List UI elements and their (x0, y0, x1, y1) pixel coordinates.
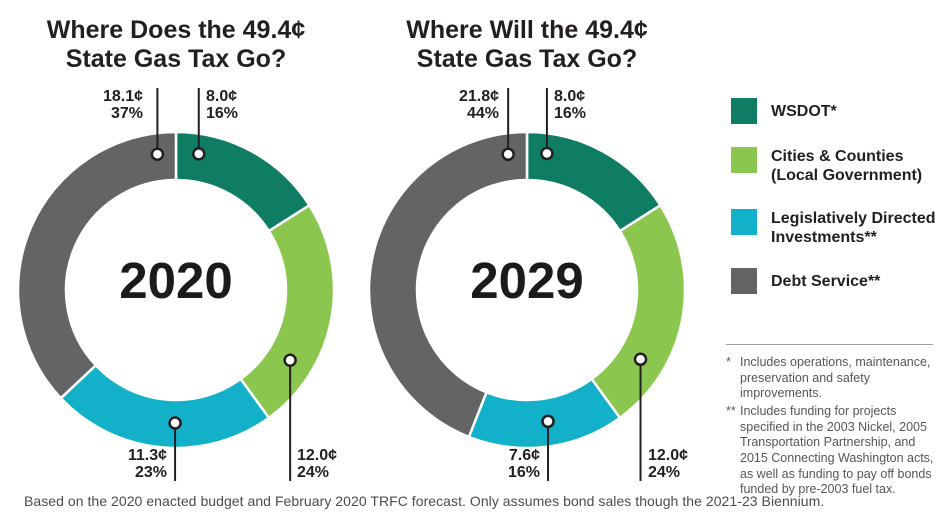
footnote-marker: ** (726, 404, 736, 418)
callout-label-2020-legislative: 11.3¢ 23% (80, 447, 167, 481)
donut-segment-wsdot-2020 (174, 130, 311, 233)
callout-dot-debt-service-2020 (150, 147, 165, 162)
legend-label-wsdot: WSDOT* (771, 103, 837, 120)
callout-dot-cities-counties-2029 (633, 352, 648, 367)
cents-value: 8.0¢ (554, 88, 586, 105)
footnote-text: Includes funding for projects specified … (740, 404, 934, 497)
footnote-text: Includes operations, maintenance, preser… (740, 355, 931, 401)
chart-title-2029-line1: Where Will the 49.4¢ (406, 16, 648, 44)
callout-dot-legislative-2029 (541, 414, 555, 429)
percent-value: 16% (206, 105, 239, 123)
chart-title-2020: Where Does the 49.4¢ State Gas Tax Go? (16, 16, 336, 73)
percent-value: 16% (507, 464, 540, 482)
cents-value: 8.0¢ (206, 88, 238, 105)
callout-label-2029-wsdot: 8.0¢ 16% (554, 88, 644, 122)
footnote-double-asterisk: ** Includes funding for projects specifi… (726, 404, 936, 498)
footnote-single-asterisk: * Includes operations, maintenance, pres… (726, 355, 936, 402)
donut-segment-cities-counties-2029 (590, 204, 687, 420)
legend-item-legislative: Legislatively Directed Investments** (731, 209, 936, 247)
legend-item-wsdot: WSDOT* (731, 98, 837, 124)
legend-swatch-cities-counties (731, 147, 757, 173)
chart-title-2029: Where Will the 49.4¢ State Gas Tax Go? (367, 16, 687, 73)
cents-value: 12.0¢ (297, 447, 338, 464)
footnote-divider (726, 344, 933, 345)
percent-value: 16% (554, 105, 587, 123)
footnote-marker: * (726, 355, 731, 369)
legend-swatch-legislative (731, 209, 757, 235)
legend-swatch-wsdot (731, 98, 757, 124)
legend-item-debt-service: Debt Service** (731, 268, 880, 294)
callout-label-2020-debt-service: 18.1¢ 37% (56, 88, 143, 122)
donut-segment-debt-service-2020 (16, 130, 178, 400)
callout-label-2029-cities-counties: 12.0¢ 24% (648, 447, 738, 481)
source-note: Based on the 2020 enacted budget and Feb… (24, 493, 825, 509)
legend-label-debt-service: Debt Service** (771, 273, 881, 290)
callout-label-2020-wsdot: 8.0¢ 16% (206, 88, 296, 122)
cents-value: 11.3¢ (127, 447, 167, 464)
cents-value: 21.8¢ (458, 88, 499, 105)
percent-value: 23% (134, 464, 167, 482)
legend-swatch-debt-service (731, 268, 757, 294)
callout-dot-cities-counties-2020 (283, 353, 297, 367)
chart-title-2029-line2: State Gas Tax Go? (416, 44, 638, 73)
percent-value: 44% (466, 105, 499, 123)
cents-value: 18.1¢ (102, 88, 143, 105)
legend-label-legislative: Legislatively Directed Investments** (771, 210, 936, 247)
legend-label-cities-counties: Cities & Counties (Local Government) (771, 148, 923, 185)
donut-segment-debt-service-2029 (367, 130, 529, 439)
percent-value: 24% (297, 464, 330, 482)
cents-value: 12.0¢ (648, 447, 689, 464)
donut-center-label-2020: 2020 (119, 252, 233, 309)
chart-title-2020-line2: State Gas Tax Go? (65, 44, 287, 73)
cents-value: 7.6¢ (508, 447, 540, 464)
donut-segment-legislative-2029 (467, 377, 622, 450)
chart-title-2020-line1: Where Does the 49.4¢ (46, 16, 306, 44)
callout-dot-debt-service-2029 (501, 147, 515, 162)
donut-segment-cities-counties-2020 (239, 204, 336, 420)
callout-label-2029-debt-service: 21.8¢ 44% (412, 88, 499, 122)
legend-item-cities-counties: Cities & Counties (Local Government) (731, 147, 922, 185)
donut-segment-legislative-2020 (59, 364, 271, 450)
percent-value: 24% (648, 464, 681, 482)
callout-label-2029-legislative: 7.6¢ 16% (453, 447, 540, 481)
callout-dot-wsdot-2020 (192, 147, 206, 161)
percent-value: 37% (110, 105, 143, 123)
callout-dot-wsdot-2029 (540, 146, 554, 161)
donut-center-label-2029: 2029 (470, 252, 584, 309)
callout-label-2020-cities-counties: 12.0¢ 24% (297, 447, 387, 481)
callout-dot-legislative-2020 (168, 416, 182, 430)
